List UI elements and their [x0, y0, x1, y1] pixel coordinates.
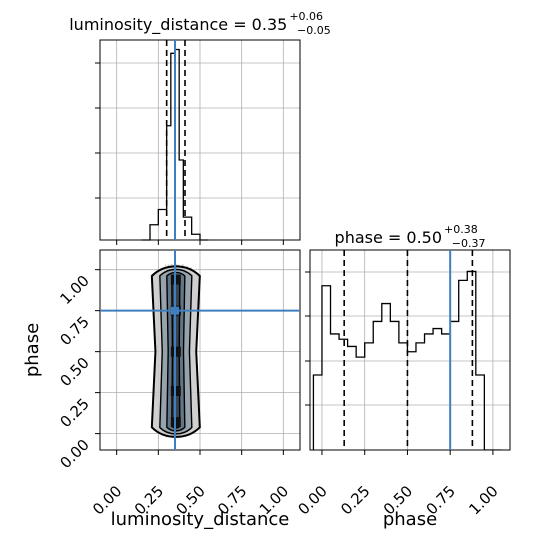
luminosity-distance-hist-panel: luminosity_distance = 0.35 +0.06 −0.05	[69, 10, 331, 245]
joint-xlabel: luminosity_distance	[111, 509, 290, 530]
phase-hist-quantile-lines	[343, 250, 474, 450]
phase-hist-title-sub: −0.37	[452, 237, 486, 250]
scatter-point	[167, 264, 170, 266]
phase-hist-steps	[312, 270, 502, 450]
phase-hist-title-sup: +0.38	[444, 223, 478, 236]
ld-hist-xticks	[116, 240, 284, 245]
joint-2d-panel: 0.00 0.25 0.50 0.75 1.00 0.00 0.25 0.50 0.75 1.0…	[22, 249, 301, 530]
ld-hist-title-sub: −0.05	[297, 24, 331, 37]
joint-yticks: 0.00 0.25 0.50 0.75 1.00	[56, 269, 100, 472]
phase-hist-panel: 0.00 0.25 0.50 0.75 1.00 phase = 0.50 +0.38 −0…	[294, 223, 511, 530]
phase-hist-grid	[310, 250, 510, 450]
y-tick-label: 1.00	[56, 272, 92, 308]
ld-hist-title-main: luminosity_distance = 0.35	[69, 15, 287, 35]
joint-truth-marker	[171, 306, 179, 315]
scatter-point	[164, 264, 167, 267]
y-tick-label: 0.50	[56, 354, 92, 390]
phase-hist-title: phase = 0.50 +0.38 −0.37	[335, 223, 486, 250]
phase-hist-yticks	[305, 271, 310, 406]
x-tick-label: 0.25	[337, 482, 373, 518]
ld-hist-title: luminosity_distance = 0.35 +0.06 −0.05	[69, 10, 331, 37]
ld-hist-title-sup: +0.06	[289, 10, 323, 23]
x-tick-label: 0.00	[294, 482, 330, 518]
phase-hist-title-main: phase = 0.50	[335, 228, 442, 247]
y-tick-label: 0.75	[56, 313, 92, 349]
joint-ylabel: phase	[22, 323, 43, 377]
phase-hist-frame	[309, 249, 511, 451]
scatter-point	[170, 263, 173, 266]
y-tick-label: 0.25	[56, 395, 92, 431]
scatter-point	[181, 263, 184, 266]
ld-hist-yticks	[95, 62, 100, 199]
phase-hist-xlabel: phase	[383, 509, 437, 530]
hist-step-line	[312, 270, 502, 450]
ld-hist-grid	[100, 40, 300, 240]
x-tick-label: 1.00	[465, 482, 501, 518]
y-tick-label: 0.00	[56, 436, 92, 472]
